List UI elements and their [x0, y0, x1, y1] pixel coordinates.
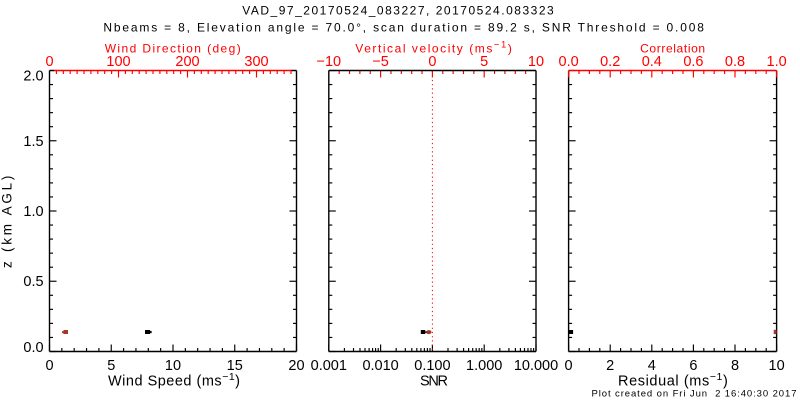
- svg-text:1.000: 1.000: [466, 358, 502, 374]
- svg-text:20: 20: [288, 358, 304, 374]
- svg-text:VAD_97_20170524_083227, 201705: VAD_97_20170524_083227, 20170524.083323: [242, 4, 554, 18]
- svg-text:Nbeams = 8, Elevation angle =: Nbeams = 8, Elevation angle = 70.0°, sca…: [103, 20, 704, 34]
- svg-text:0.6: 0.6: [683, 54, 703, 70]
- svg-text:−5: −5: [372, 54, 389, 70]
- svg-text:−10: −10: [316, 54, 341, 70]
- svg-text:Residual (ms−1): Residual (ms−1): [618, 371, 728, 390]
- svg-text:100: 100: [106, 54, 130, 70]
- svg-text:0: 0: [428, 54, 436, 70]
- svg-text:Wind Direction (deg): Wind Direction (deg): [105, 41, 241, 55]
- svg-text:Wind Speed (ms−1): Wind Speed (ms−1): [108, 371, 241, 390]
- svg-text:0: 0: [45, 358, 53, 374]
- svg-text:0: 0: [45, 54, 53, 70]
- svg-text:1.0: 1.0: [23, 204, 43, 220]
- svg-text:0.4: 0.4: [642, 54, 662, 70]
- svg-text:10: 10: [528, 54, 544, 70]
- svg-text:1.0: 1.0: [767, 54, 787, 70]
- svg-text:0.8: 0.8: [725, 54, 745, 70]
- svg-text:Vertical velocity (ms−1): Vertical velocity (ms−1): [355, 39, 513, 55]
- svg-text:2: 2: [606, 358, 614, 374]
- svg-text:10.000: 10.000: [514, 358, 558, 374]
- svg-text:2.0: 2.0: [23, 68, 43, 84]
- svg-text:0.001: 0.001: [311, 358, 347, 374]
- svg-text:SNR: SNR: [420, 373, 448, 389]
- svg-text:0.010: 0.010: [362, 358, 398, 374]
- svg-text:0.100: 0.100: [414, 358, 450, 374]
- svg-text:10: 10: [769, 358, 785, 374]
- svg-text:0.0: 0.0: [559, 54, 579, 70]
- svg-text:5: 5: [107, 358, 115, 374]
- svg-text:10: 10: [165, 358, 181, 374]
- svg-text:6: 6: [689, 358, 697, 374]
- svg-text:8: 8: [731, 358, 739, 374]
- svg-text:0: 0: [565, 358, 573, 374]
- svg-text:200: 200: [175, 54, 199, 70]
- svg-text:300: 300: [244, 54, 268, 70]
- svg-text:5: 5: [480, 54, 488, 70]
- svg-text:Plot created on Fri Jun 2 16:: Plot created on Fri Jun 2 16:40:30 2017: [592, 388, 797, 399]
- svg-text:1.5: 1.5: [23, 134, 43, 150]
- svg-text:4: 4: [648, 358, 656, 374]
- svg-text:0.0: 0.0: [23, 340, 43, 356]
- svg-text:z (km AGL): z (km AGL): [0, 176, 15, 268]
- svg-text:15: 15: [227, 358, 243, 374]
- svg-text:0.2: 0.2: [600, 54, 620, 70]
- svg-text:Correlation: Correlation: [640, 41, 705, 55]
- svg-text:0.5: 0.5: [23, 274, 43, 290]
